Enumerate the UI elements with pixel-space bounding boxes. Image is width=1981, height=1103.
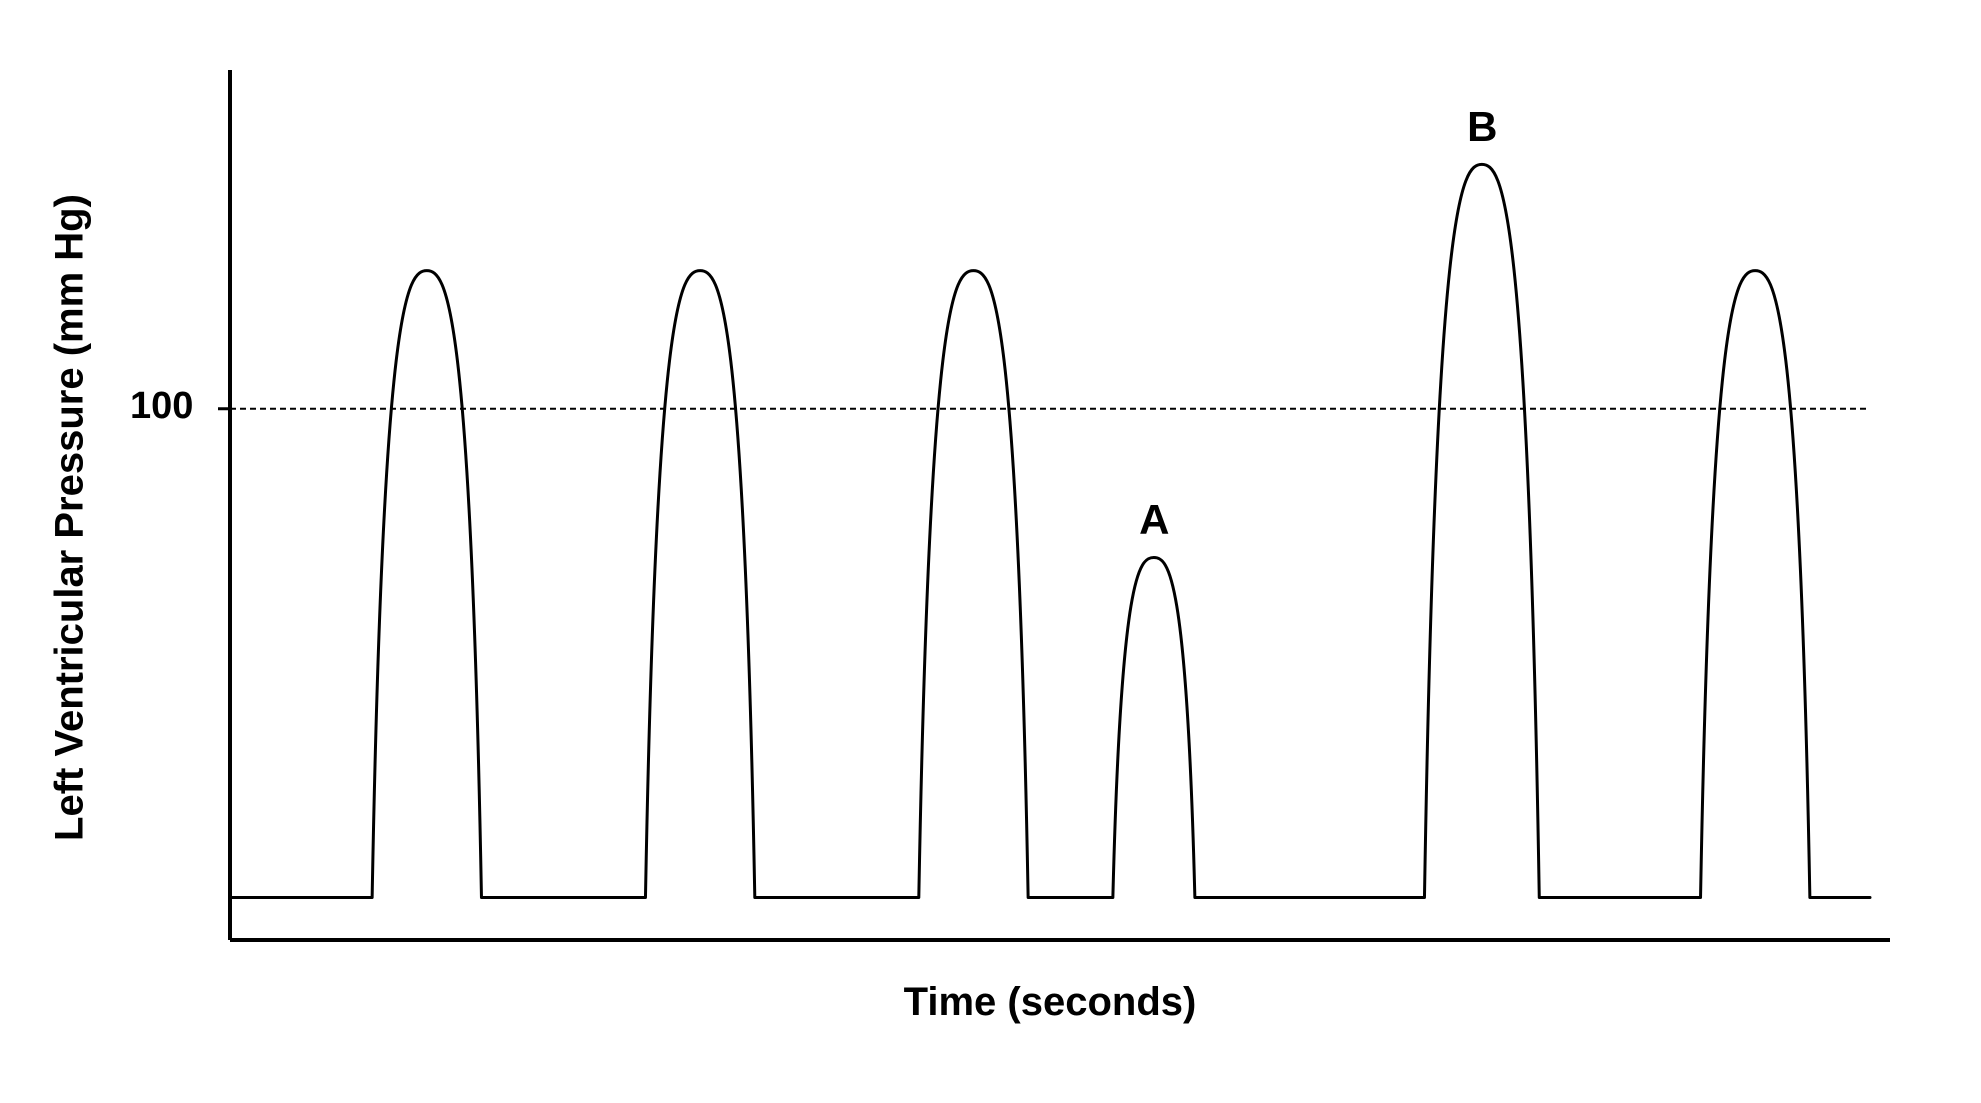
y-tick-label: 100 <box>130 385 193 428</box>
peak-annotation-a: A <box>1139 496 1169 544</box>
y-axis-label: Left Ventricular Pressure (mm Hg) <box>48 118 93 918</box>
lv-pressure-chart: Left Ventricular Pressure (mm Hg) Time (… <box>0 0 1981 1103</box>
chart-svg <box>0 0 1981 1103</box>
peak-annotation-b: B <box>1467 103 1497 151</box>
x-axis-label: Time (seconds) <box>850 980 1250 1025</box>
